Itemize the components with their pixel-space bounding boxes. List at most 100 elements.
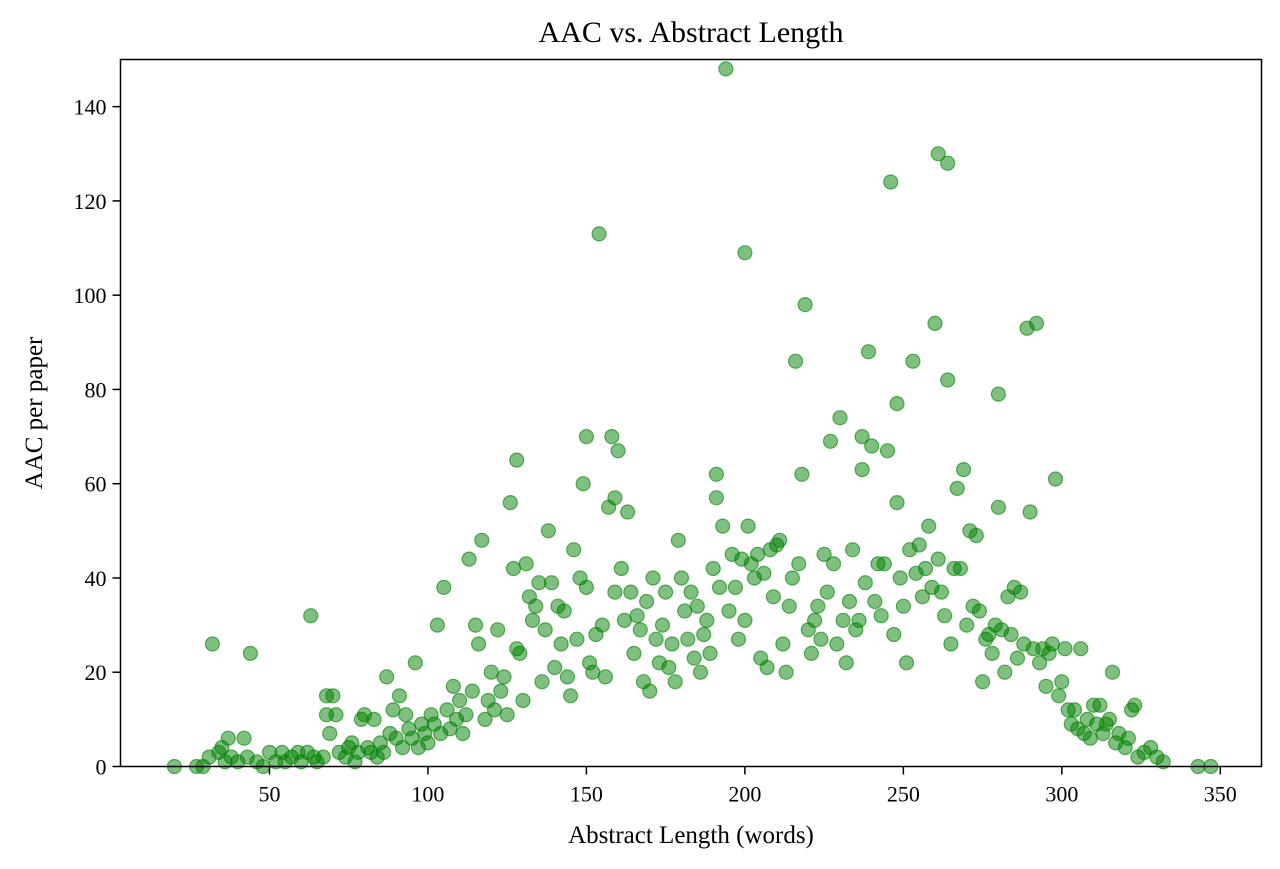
data-point <box>385 702 401 718</box>
data-point <box>749 546 766 563</box>
data-point <box>936 608 953 624</box>
data-point <box>889 495 905 511</box>
data-point <box>556 603 572 619</box>
data-point <box>531 575 547 591</box>
data-point <box>661 659 677 676</box>
data-point <box>604 429 620 445</box>
data-point <box>984 645 1000 662</box>
data-point <box>835 612 851 629</box>
data-point <box>613 560 629 577</box>
data-point <box>429 617 445 633</box>
data-point <box>1051 688 1067 704</box>
data-point <box>1073 641 1089 657</box>
data-point <box>857 575 873 591</box>
y-tick-label: 120 <box>74 189 107 214</box>
data-point <box>398 707 414 723</box>
data-point <box>838 655 854 671</box>
data-point <box>642 683 658 699</box>
data-point <box>952 560 969 577</box>
data-point <box>1092 697 1108 713</box>
data-point <box>873 608 889 624</box>
data-point <box>1120 730 1137 746</box>
plot-frame <box>119 58 1263 768</box>
x-tick-label: 50 <box>258 782 280 807</box>
data-point <box>825 556 842 572</box>
data-point <box>781 598 797 614</box>
data-point <box>680 631 696 647</box>
y-tick-label: 0 <box>96 755 107 780</box>
data-point <box>607 490 623 506</box>
axis-ticks-layer: 50 100 150 200 250 300 350 0 20 40 60 80 100 120 140 <box>74 95 1237 807</box>
data-point <box>512 645 528 662</box>
data-point <box>727 579 744 596</box>
data-point <box>518 556 534 572</box>
data-point <box>844 542 861 558</box>
data-point <box>784 570 801 586</box>
data-point <box>585 664 601 680</box>
data-point <box>376 744 392 761</box>
data-point <box>689 598 705 614</box>
data-point <box>816 546 832 563</box>
x-tick-label: 350 <box>1204 782 1237 807</box>
data-point <box>886 626 902 643</box>
data-point <box>810 598 826 614</box>
data-point <box>883 174 899 190</box>
data-point <box>648 631 664 647</box>
data-point <box>860 344 877 360</box>
data-point <box>236 730 252 746</box>
data-point <box>474 532 490 548</box>
data-point <box>490 622 506 638</box>
data-point <box>930 551 946 567</box>
data-point <box>458 707 474 723</box>
y-tick-label: 100 <box>74 283 107 308</box>
data-point <box>787 353 804 369</box>
data-point <box>974 674 991 690</box>
data-point <box>436 579 452 596</box>
data-point <box>1066 702 1083 718</box>
data-point <box>493 683 509 699</box>
data-point <box>471 636 487 652</box>
y-tick-label: 80 <box>85 377 107 402</box>
data-point <box>455 725 471 742</box>
data-point <box>905 353 921 369</box>
data-point <box>708 466 725 482</box>
data-point <box>677 603 693 619</box>
data-point <box>528 598 544 614</box>
data-point <box>1003 626 1019 643</box>
data-point <box>841 593 858 610</box>
data-point <box>917 560 934 577</box>
data-point <box>638 593 655 610</box>
data-point <box>391 688 407 704</box>
data-point <box>940 372 956 388</box>
data-point <box>895 598 912 614</box>
data-point <box>854 429 870 445</box>
data-point <box>315 749 331 765</box>
data-point <box>366 711 382 728</box>
data-point <box>997 664 1013 680</box>
data-point <box>990 499 1007 515</box>
data-point <box>1044 636 1060 652</box>
data-point <box>569 631 585 647</box>
data-point <box>692 664 709 680</box>
data-point <box>1031 655 1048 671</box>
data-point <box>537 622 553 638</box>
data-point <box>1082 730 1098 746</box>
data-point <box>940 155 956 171</box>
data-point <box>477 711 493 728</box>
data-point <box>686 650 702 666</box>
data-point <box>670 532 686 548</box>
data-point <box>721 603 737 619</box>
data-point <box>930 146 946 162</box>
data-point <box>543 575 560 591</box>
data-point <box>566 542 582 558</box>
data-point <box>496 669 512 685</box>
data-point <box>778 664 794 680</box>
chart-title: AAC vs. Abstract Length <box>539 16 844 49</box>
data-point <box>854 462 870 478</box>
data-point <box>445 678 461 695</box>
data-point <box>395 739 411 756</box>
data-point <box>683 584 699 600</box>
data-point <box>486 702 503 718</box>
data-point <box>819 584 835 600</box>
